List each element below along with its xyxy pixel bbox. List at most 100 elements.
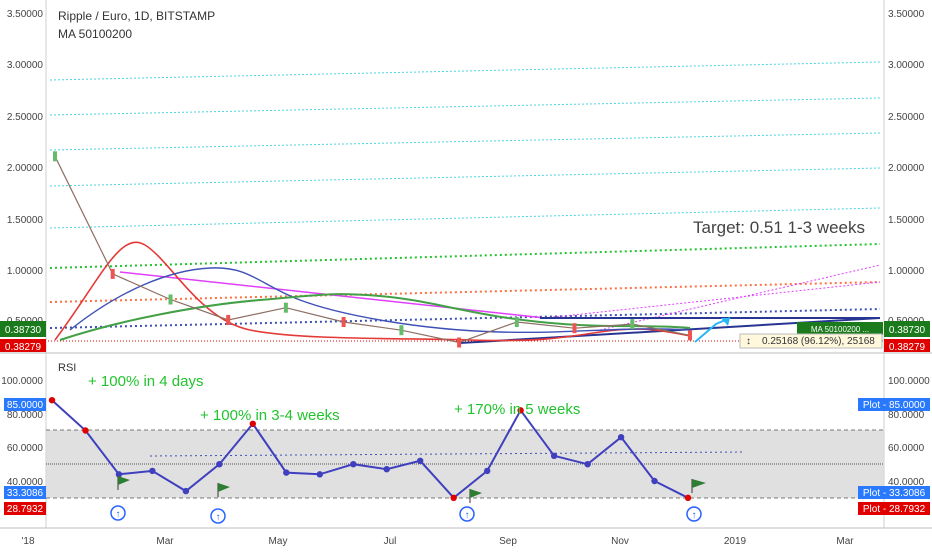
plot-badge-mid1 — [858, 486, 930, 499]
price-tick-label: 2.00000 — [888, 163, 925, 174]
up-arrow-circle-icon: ↑ — [686, 506, 702, 522]
target-arrow-head — [721, 318, 730, 326]
price-tick-label: 1.00000 — [7, 266, 44, 277]
rsi-point — [115, 471, 123, 478]
price-tick-label: 1.00000 — [888, 266, 925, 277]
price-candle — [514, 317, 519, 327]
rsi-tick-label: 100.0000 — [1, 376, 43, 387]
price-tick-label: 3.00000 — [888, 60, 925, 71]
symbol-title: Ripple / Euro, 1D, BITSTAMP — [58, 9, 215, 23]
plot-badge-mid1-label: Plot - 33.3086 — [863, 488, 926, 499]
rsi-tick-label: 40.0000 — [7, 477, 44, 488]
time-axis-label: Sep — [499, 536, 517, 547]
rsi-point — [651, 477, 658, 485]
plot-badge-top-label: Plot - 85.0000 — [863, 400, 926, 411]
ma-tag-badge — [797, 322, 883, 335]
indicator-title: MA 50100200 — [58, 27, 132, 41]
rsi-point — [316, 471, 323, 478]
ma200-line — [59, 293, 691, 341]
svg-text:↑: ↑ — [216, 512, 221, 523]
green-dotted-line — [49, 243, 881, 269]
svg-text:↑: ↑ — [116, 509, 121, 520]
pink-projection — [544, 281, 881, 319]
price-tick-label: 2.00000 — [7, 163, 44, 174]
rsi-point — [350, 461, 357, 468]
flag-icon — [117, 476, 130, 490]
signal-markers: ↑ ↑ ↑ ↑ — [110, 476, 706, 524]
left-second-label: 0.38279 — [5, 342, 42, 353]
rsi-title: RSI — [58, 362, 76, 374]
price-tick-label: 1.50000 — [888, 215, 925, 226]
price-line — [54, 156, 691, 344]
rsi-badge-mid1 — [4, 486, 46, 499]
up-arrow-circle-icon: ↑ — [110, 505, 126, 521]
svg-text:↑: ↑ — [692, 510, 697, 521]
price-candle — [572, 323, 577, 334]
rsi-point — [417, 457, 424, 464]
rsi-point — [82, 427, 89, 434]
flag-icon — [691, 479, 706, 493]
second-price-badge — [884, 339, 930, 352]
rsi-tick-label: 60.0000 — [7, 443, 44, 454]
measure-box — [739, 333, 883, 349]
rsi-tick-label: 100.0000 — [888, 376, 930, 387]
svg-text:↑: ↑ — [465, 510, 470, 521]
price-candle — [283, 302, 288, 313]
rsi-point — [550, 452, 558, 459]
price-candle — [688, 330, 692, 341]
price-tick-label: 1.50000 — [7, 215, 44, 226]
rsi-point — [383, 466, 390, 473]
second-price-label: 0.38279 — [889, 342, 926, 353]
rsi-badge-top-label: 85.0000 — [7, 400, 44, 411]
rsi-trend-line — [149, 451, 746, 457]
price-tick-label: 3.50000 — [888, 9, 925, 20]
rsi-series — [48, 397, 692, 501]
rsi-badge-top — [4, 398, 46, 411]
price-candle — [399, 325, 404, 336]
current-price-badge — [884, 321, 930, 337]
rsi-point — [149, 467, 156, 475]
price-tick-label: 2.50000 — [7, 112, 44, 123]
price-candle — [226, 315, 231, 325]
time-axis-label: May — [269, 536, 288, 547]
flag-icon — [469, 489, 482, 503]
rsi-point — [684, 494, 692, 501]
price-candle — [457, 337, 462, 348]
left-price-badge — [0, 321, 46, 337]
rsi-badge-mid2 — [4, 502, 46, 515]
rsi-point — [484, 467, 491, 475]
rsi-point — [584, 461, 591, 468]
time-axis-label: Nov — [611, 536, 629, 547]
plot-badge-mid2 — [858, 502, 930, 515]
ma50-line — [54, 241, 691, 342]
price-candle — [168, 294, 173, 305]
target-annotation: Target: 0.51 1-3 weeks — [693, 218, 865, 237]
gain-annotation-3: + 170% in 5 weeks — [454, 401, 580, 418]
price-candle — [341, 317, 346, 327]
up-arrow-circle-icon: ↑ — [210, 508, 226, 524]
measure-label: 0.25168 (96.12%), 25168 — [762, 336, 875, 347]
rsi-point — [249, 420, 256, 427]
left-price-label: 0.38730 — [5, 325, 42, 336]
rsi-point — [617, 434, 625, 441]
time-axis-label: Mar — [156, 536, 174, 547]
rsi-point — [182, 487, 190, 495]
up-arrow-circle-icon: ↑ — [459, 506, 475, 522]
rsi-point — [216, 461, 223, 468]
ma100-line — [69, 267, 691, 334]
rsi-tick-label: 80.0000 — [7, 410, 44, 421]
rsi-line — [51, 399, 689, 500]
time-axis-label: Mar — [836, 536, 854, 547]
price-candle — [110, 268, 115, 279]
rsi-tick-label: 40.0000 — [888, 477, 925, 488]
orange-dotted-line — [49, 281, 881, 303]
rsi-point — [450, 494, 457, 501]
price-tick-label: 2.50000 — [888, 112, 925, 123]
price-tick-label: 3.50000 — [7, 9, 44, 20]
time-axis-label: '18 — [21, 536, 34, 547]
rsi-badge-mid1-label: 33.3086 — [7, 488, 44, 499]
left-second-badge — [0, 339, 46, 352]
measure-icon: ↕ — [746, 336, 751, 347]
